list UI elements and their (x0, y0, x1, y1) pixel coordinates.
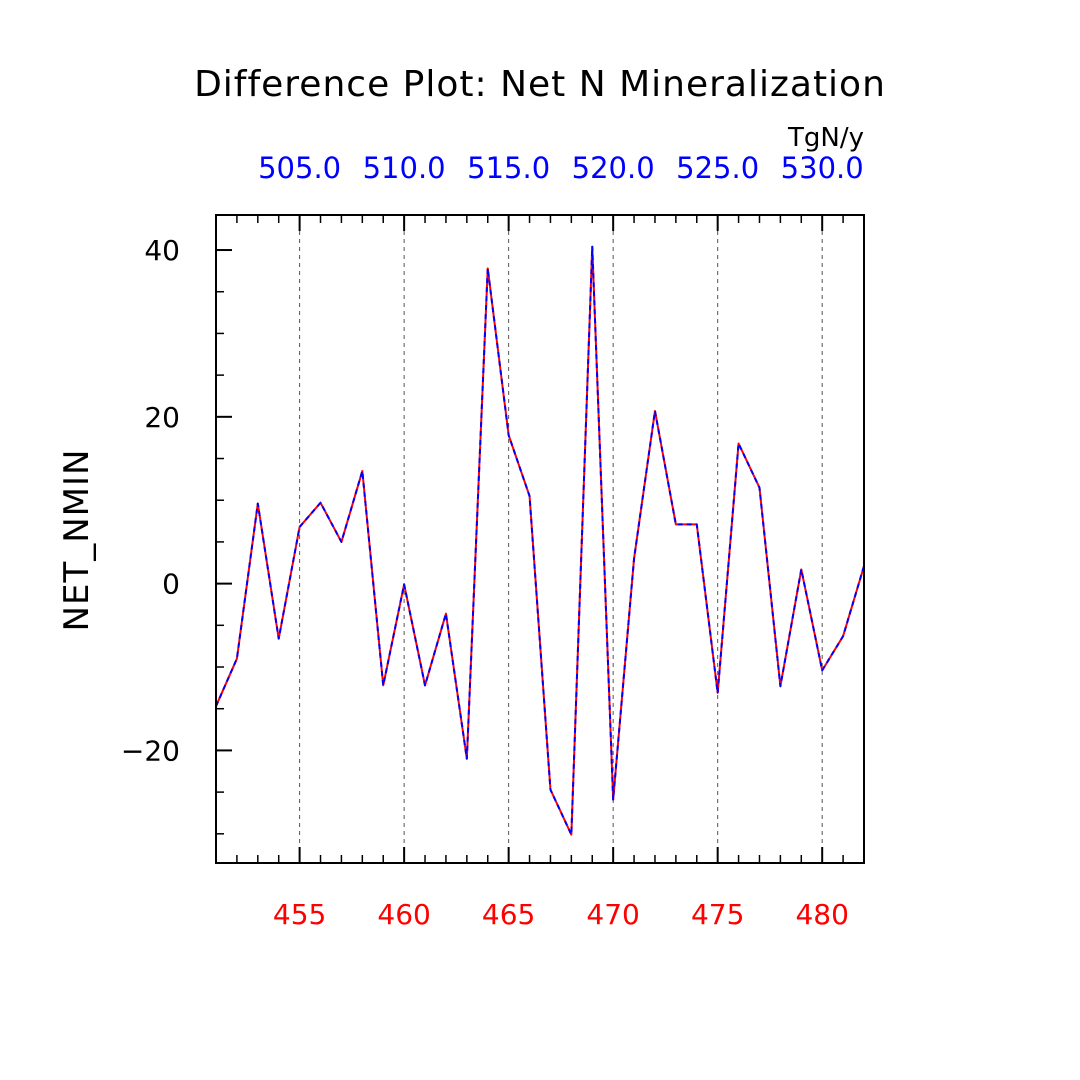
x-tick-label-465: 465 (482, 898, 535, 931)
x-tick-label-455: 455 (273, 898, 326, 931)
grid-lines (299, 215, 823, 863)
y-axis-label: NET_NMIN (57, 449, 97, 632)
top-tick-label-3: 520.0 (572, 151, 655, 185)
series-line-2 (215, 245, 865, 836)
chart-title: Difference Plot: Net N Mineralization (194, 64, 886, 105)
units-label: TgN/y (787, 123, 864, 153)
y-tick-label--20: −20 (121, 734, 180, 767)
x-tick-label-460: 460 (377, 898, 430, 931)
y-tick-label-20: 20 (144, 401, 180, 434)
major-ticks (216, 215, 824, 863)
top-tick-label-4: 525.0 (676, 151, 759, 185)
x-tick-label-470: 470 (586, 898, 639, 931)
series-lines (215, 245, 865, 836)
y-tick-label-0: 0 (162, 568, 180, 601)
top-tick-label-0: 505.0 (258, 151, 341, 185)
plot-frame (215, 214, 865, 864)
y-tick-label-40: 40 (144, 234, 180, 267)
top-tick-label-5: 530.0 (781, 151, 864, 185)
x-tick-label-480: 480 (795, 898, 848, 931)
top-tick-label-2: 515.0 (467, 151, 550, 185)
tick-labels: 455 460 465 470 475 480 505.0 510.0 515.0 520.0 52… (121, 151, 864, 931)
top-tick-label-1: 510.0 (363, 151, 446, 185)
x-tick-label-475: 475 (691, 898, 744, 931)
